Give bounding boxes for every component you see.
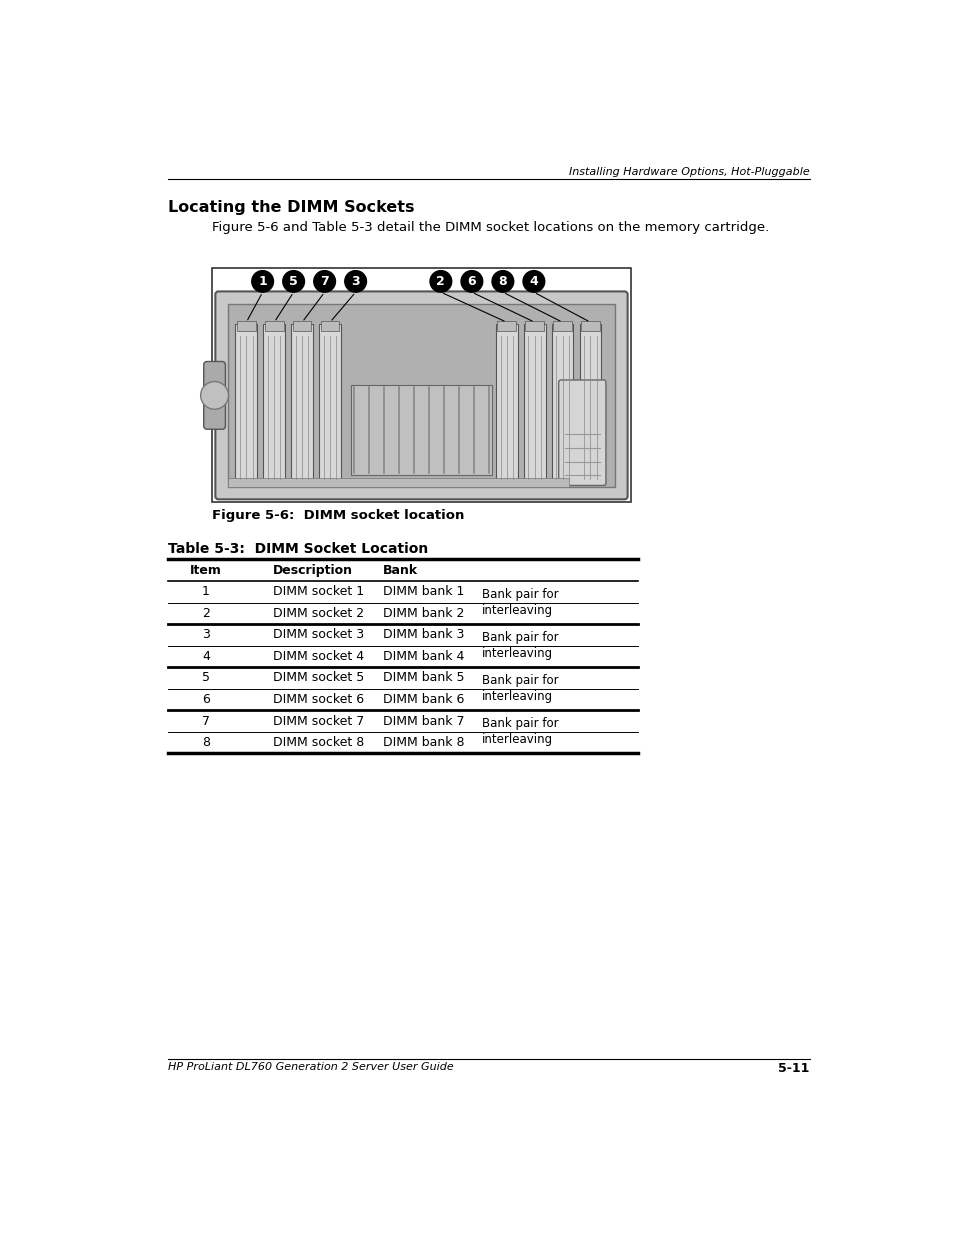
Text: Figure 5-6 and Table 5-3 detail the DIMM socket locations on the memory cartridg: Figure 5-6 and Table 5-3 detail the DIMM… [212, 221, 769, 235]
Text: 4: 4 [202, 650, 210, 663]
Bar [263, 324, 285, 483]
Bar [212, 268, 630, 503]
Circle shape [314, 270, 335, 293]
Text: 5-11: 5-11 [778, 1062, 809, 1076]
Text: Bank pair for
interleaving: Bank pair for interleaving [481, 631, 558, 661]
Text: DIMM bank 2: DIMM bank 2 [382, 606, 464, 620]
Text: 7: 7 [320, 275, 329, 288]
FancyBboxPatch shape [558, 380, 605, 485]
Circle shape [522, 270, 544, 293]
Bar [351, 384, 492, 475]
Text: 7: 7 [202, 715, 210, 727]
Text: Table 5-3:  DIMM Socket Location: Table 5-3: DIMM Socket Location [168, 542, 428, 557]
Text: DIMM bank 3: DIMM bank 3 [382, 629, 464, 641]
Text: Bank pair for
interleaving: Bank pair for interleaving [481, 588, 558, 618]
Circle shape [430, 270, 452, 293]
Text: 6: 6 [467, 275, 476, 288]
Circle shape [460, 270, 482, 293]
Bar [553, 321, 571, 331]
Text: DIMM bank 4: DIMM bank 4 [382, 650, 464, 663]
Text: Figure 5-6:  DIMM socket location: Figure 5-6: DIMM socket location [212, 509, 464, 521]
Text: Item: Item [190, 564, 222, 577]
Text: 5: 5 [289, 275, 297, 288]
Bar [551, 324, 573, 483]
Circle shape [282, 270, 304, 293]
FancyBboxPatch shape [215, 291, 627, 499]
Bar [291, 324, 313, 483]
Text: Bank pair for
interleaving: Bank pair for interleaving [481, 718, 558, 746]
Text: 6: 6 [202, 693, 210, 706]
Circle shape [200, 382, 229, 409]
Text: DIMM bank 7: DIMM bank 7 [382, 715, 464, 727]
Bar [265, 321, 283, 331]
Bar [236, 321, 255, 331]
Text: Installing Hardware Options, Hot-Pluggable: Installing Hardware Options, Hot-Pluggab… [568, 167, 809, 177]
Bar [496, 324, 517, 483]
Bar [525, 321, 543, 331]
Text: DIMM socket 7: DIMM socket 7 [273, 715, 363, 727]
Circle shape [252, 270, 274, 293]
Bar [235, 324, 257, 483]
Bar [579, 324, 600, 483]
Bar [497, 321, 516, 331]
Text: Bank: Bank [382, 564, 417, 577]
Text: 3: 3 [202, 629, 210, 641]
Bar [523, 324, 545, 483]
Text: 8: 8 [202, 736, 210, 750]
Bar [228, 304, 615, 487]
Circle shape [492, 270, 513, 293]
Bar [580, 321, 599, 331]
Bar [319, 324, 340, 483]
Text: DIMM socket 3: DIMM socket 3 [273, 629, 363, 641]
Text: DIMM bank 5: DIMM bank 5 [382, 672, 464, 684]
Circle shape [344, 270, 366, 293]
Text: Description: Description [273, 564, 353, 577]
Text: 5: 5 [202, 672, 210, 684]
Text: HP ProLiant DL760 Generation 2 Server User Guide: HP ProLiant DL760 Generation 2 Server Us… [168, 1062, 454, 1072]
Text: 3: 3 [351, 275, 359, 288]
Bar [293, 321, 311, 331]
Text: 1: 1 [202, 585, 210, 598]
Text: DIMM bank 6: DIMM bank 6 [382, 693, 464, 706]
Text: 2: 2 [202, 606, 210, 620]
Text: 2: 2 [436, 275, 445, 288]
Text: Locating the DIMM Sockets: Locating the DIMM Sockets [168, 200, 415, 215]
Text: DIMM socket 8: DIMM socket 8 [273, 736, 363, 750]
Text: DIMM socket 2: DIMM socket 2 [273, 606, 363, 620]
Text: DIMM bank 1: DIMM bank 1 [382, 585, 464, 598]
Bar [228, 478, 568, 487]
FancyBboxPatch shape [204, 362, 225, 430]
Text: 8: 8 [498, 275, 507, 288]
Text: Bank pair for
interleaving: Bank pair for interleaving [481, 674, 558, 703]
Text: DIMM socket 4: DIMM socket 4 [273, 650, 363, 663]
Text: DIMM socket 5: DIMM socket 5 [273, 672, 363, 684]
Text: DIMM bank 8: DIMM bank 8 [382, 736, 464, 750]
Text: 4: 4 [529, 275, 537, 288]
Bar [320, 321, 339, 331]
Text: DIMM socket 1: DIMM socket 1 [273, 585, 363, 598]
Text: DIMM socket 6: DIMM socket 6 [273, 693, 363, 706]
Text: 1: 1 [258, 275, 267, 288]
